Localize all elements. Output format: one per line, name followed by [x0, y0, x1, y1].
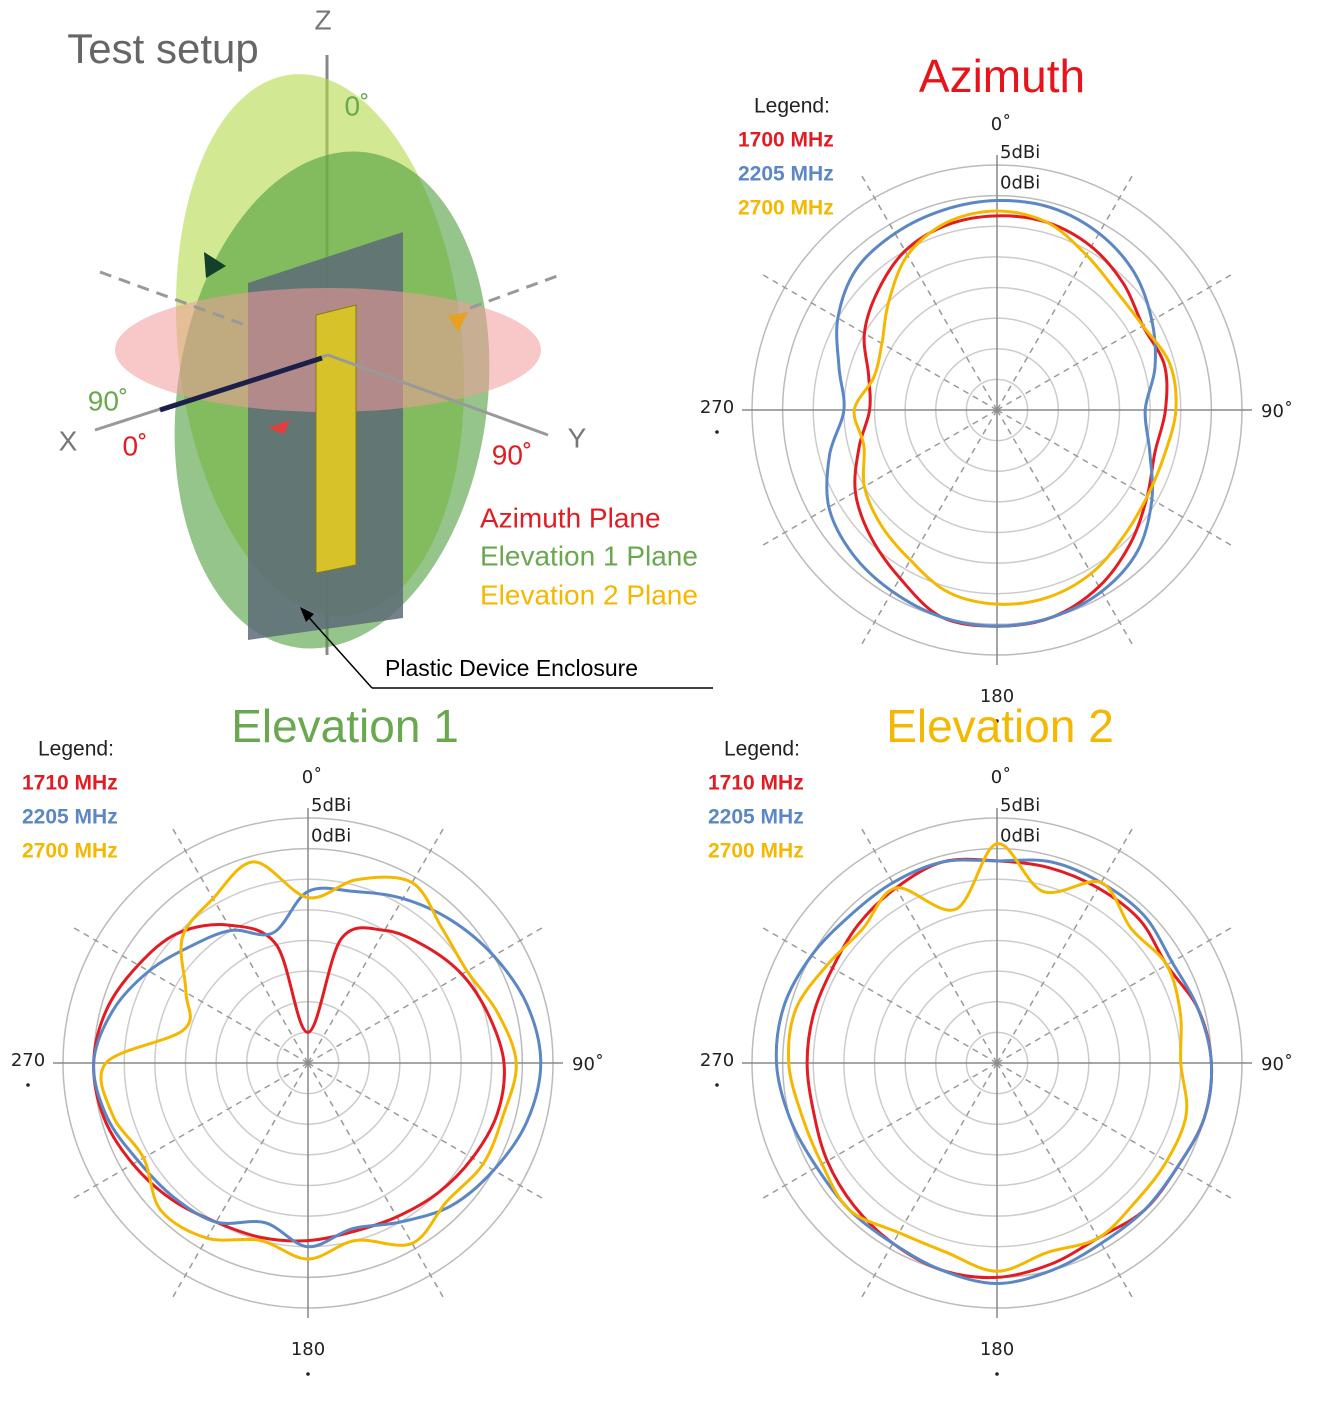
legend-entry: 1710 MHz	[22, 772, 118, 795]
polar-chart: 5dBi 0dBi 0˚ 90˚ 180 270 1710 MHz 2205 MHz 2700 …	[700, 700, 1293, 1376]
spoke	[858, 824, 998, 1064]
legend-title: Legend:	[754, 95, 830, 118]
r-tick-label: 0dBi	[1000, 173, 1040, 194]
spoke	[307, 1062, 447, 1302]
legend-title: Legend:	[38, 738, 114, 761]
theta-tick-label: 270	[11, 1050, 45, 1071]
spoke	[69, 1062, 309, 1202]
y-axis	[327, 353, 549, 437]
spoke	[996, 1062, 1236, 1202]
angle-label: 0˚	[345, 90, 370, 121]
theta-tick-label: 180	[980, 686, 1014, 707]
spoke	[307, 924, 547, 1064]
tick-dot	[306, 1372, 310, 1376]
spoke	[996, 924, 1236, 1064]
legend-entry: 2205 MHz	[22, 806, 118, 829]
arrow	[448, 312, 468, 332]
axis-label: Y	[568, 422, 587, 453]
theta-tick-label: 90˚	[1261, 401, 1293, 422]
callout-arrow	[300, 607, 314, 622]
series-curve	[92, 886, 543, 1249]
legend-entry: 2205 MHz	[708, 806, 804, 829]
dashed-axis	[469, 273, 561, 310]
spoke	[758, 1062, 998, 1202]
angle-label: 90˚	[492, 439, 532, 470]
series-curve	[825, 198, 1157, 628]
theta-tick-label: 0˚	[302, 767, 322, 788]
theta-tick-label: 90˚	[1261, 1054, 1293, 1075]
pcb	[315, 304, 357, 574]
chart-title: Elevation 1	[231, 700, 459, 752]
plane-label: Elevation 2 Plane	[480, 579, 698, 610]
spoke	[996, 171, 1136, 411]
setup-title: Test setup	[67, 25, 258, 72]
axis-label: Z	[314, 4, 331, 35]
spoke	[758, 271, 998, 411]
spoke	[758, 924, 998, 1064]
spoke	[858, 171, 998, 411]
series-curve	[787, 842, 1189, 1273]
theta-tick-label: 0˚	[991, 767, 1011, 788]
series-curve	[852, 209, 1178, 606]
series-curve	[92, 923, 506, 1243]
theta-tick-label: 180	[980, 1339, 1014, 1360]
callout-line	[303, 611, 373, 689]
tick-dot	[26, 1083, 30, 1087]
polar-chart: 5dBi 0dBi 0˚ 90˚ 180 270 1710 MHz 2205 MHz 2700 …	[11, 700, 604, 1376]
series-curve	[774, 858, 1214, 1286]
series-curve	[853, 214, 1169, 628]
legend-entry: 2700 MHz	[22, 840, 118, 863]
series-curve	[99, 860, 518, 1261]
tick-dot	[995, 719, 999, 723]
legend-title: Legend:	[724, 738, 800, 761]
legend-entry: 1710 MHz	[708, 772, 804, 795]
polar-chart: 5dBi 0dBi 0˚ 90˚ 180 270 1700 MHz 2205 MHz 2700 …	[700, 50, 1293, 723]
theta-tick-label: 270	[700, 1050, 734, 1071]
theta-tick-label: 90˚	[572, 1054, 604, 1075]
angle-label: 0˚	[123, 430, 148, 461]
r-tick-label: 0dBi	[1000, 826, 1040, 847]
r-tick-label: 5dBi	[311, 795, 351, 816]
r-tick-label: 0dBi	[311, 826, 351, 847]
arrow	[204, 252, 226, 278]
legend-entry: 2205 MHz	[738, 163, 834, 186]
tick-dot	[715, 430, 719, 434]
spoke	[169, 824, 309, 1064]
spoke	[307, 1062, 547, 1202]
spoke	[996, 409, 1236, 549]
dashed-axis	[99, 270, 246, 327]
spoke	[858, 1062, 998, 1302]
chart-title: Elevation 2	[886, 700, 1114, 752]
spoke	[758, 409, 998, 549]
angle-label: 90˚	[88, 385, 128, 416]
spoke	[169, 1062, 309, 1302]
plane-label: Elevation 1 Plane	[480, 540, 698, 571]
r-tick-label: 5dBi	[1000, 142, 1040, 163]
theta-tick-label: 180	[291, 1339, 325, 1360]
theta-tick-label: 270	[700, 397, 734, 418]
theta-tick-label: 0˚	[991, 114, 1011, 135]
chart-title: Azimuth	[919, 50, 1085, 102]
tick-dot	[715, 1083, 719, 1087]
spoke	[858, 409, 998, 649]
plane-label: Azimuth Plane	[480, 502, 661, 533]
tick-dot	[995, 1372, 999, 1376]
spoke	[996, 824, 1136, 1064]
cable	[159, 355, 323, 413]
arrow	[268, 420, 290, 434]
spoke	[69, 924, 309, 1064]
legend-entry: 2700 MHz	[708, 840, 804, 863]
axis-label: X	[59, 425, 78, 456]
spoke	[996, 1062, 1136, 1302]
spoke	[307, 824, 447, 1064]
legend-entry: 2700 MHz	[738, 197, 834, 220]
r-tick-label: 5dBi	[1000, 795, 1040, 816]
setup-diagram: Test setup Z X Y 0˚ 90˚ 0˚ 90˚ Azimuth P…	[59, 4, 713, 689]
spoke	[996, 271, 1236, 411]
legend-entry: 1700 MHz	[738, 129, 834, 152]
callout-label: Plastic Device Enclosure	[385, 655, 638, 681]
spoke	[996, 409, 1136, 649]
